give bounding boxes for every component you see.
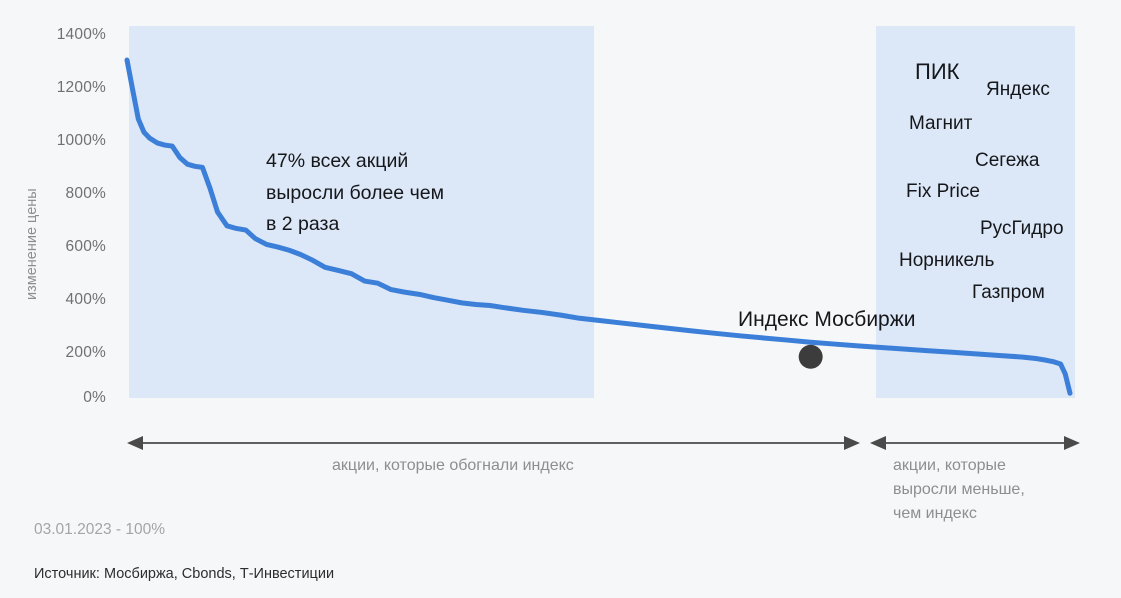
- y-tick-200: 200%: [65, 344, 106, 361]
- shaded-band-right: [876, 26, 1075, 398]
- ticker-label-gazprom: Газпром: [972, 282, 1045, 303]
- y-tick-400: 400%: [65, 291, 106, 308]
- y-tick-800: 800%: [65, 185, 106, 202]
- ticker-label-segezha: Сегежа: [975, 150, 1040, 171]
- price-change-line: [124, 57, 1073, 396]
- index-marker-dot: [798, 344, 823, 369]
- ticker-label-yandex: Яндекс: [986, 79, 1050, 100]
- ticker-label-fixprice: Fix Price: [906, 181, 980, 202]
- bracket-caption-left: акции, которые обогнали индекс: [332, 457, 574, 474]
- y-tick-1200: 1200%: [56, 79, 106, 96]
- shaded-band-left: [129, 26, 594, 398]
- ticker-label-nornikel: Норникель: [899, 250, 995, 271]
- baseline-footnote: 03.01.2023 - 100%: [34, 521, 165, 538]
- bracket-caption-right-line-2: выросли меньше,: [893, 481, 1025, 498]
- y-tick-0: 0%: [83, 389, 106, 406]
- index-marker-label: Индекс Мосбиржи: [738, 308, 916, 331]
- growth-annotation-line-2: выросли более чем: [266, 181, 444, 204]
- ticker-label-pik: ПИК: [915, 59, 960, 84]
- growth-annotation-line-1: 47% всех акций: [266, 150, 409, 172]
- growth-annotation-line-3: в 2 раза: [266, 213, 340, 236]
- bracket-caption-right-line-3: чем индекс: [893, 505, 977, 522]
- ticker-label-magnit: Магнит: [909, 113, 973, 134]
- source-note: Источник: Мосбиржа, Cbonds, Т-Инвестиции: [34, 566, 335, 582]
- bracket-arrow-left: [127, 436, 860, 450]
- y-tick-600: 600%: [65, 238, 106, 255]
- bracket-caption-right: акции, которые выросли меньше, чем индек…: [893, 454, 1025, 526]
- bracket-caption-right-line-1: акции, которые: [893, 457, 1006, 474]
- bracket-arrow-right: [870, 436, 1080, 450]
- growth-annotation: 47% всех акций выросли более чем в 2 раз…: [266, 146, 444, 241]
- ticker-label-rushydro: РусГидро: [980, 218, 1064, 239]
- y-tick-1400: 1400%: [56, 26, 106, 43]
- y-tick-1000: 1000%: [56, 132, 106, 149]
